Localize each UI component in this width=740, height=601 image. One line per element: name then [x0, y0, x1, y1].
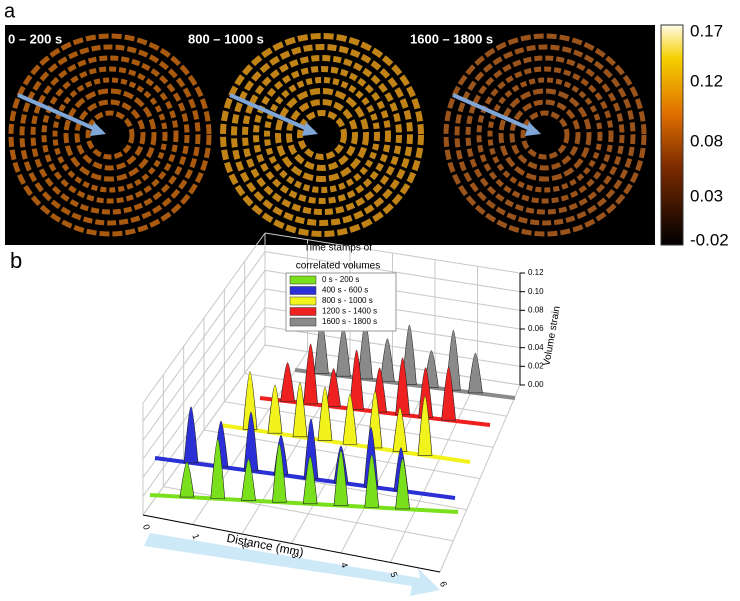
- x-tick-label: 6: [438, 580, 449, 588]
- probe-arrow: [17, 93, 103, 134]
- legend-swatch: [289, 307, 317, 316]
- x-tick-label: 1: [190, 533, 201, 541]
- strain-ring: [443, 33, 647, 237]
- floor-grid: [224, 401, 494, 448]
- strain-ring: [63, 88, 157, 182]
- colorbar-tick-label: 0.08: [690, 131, 723, 150]
- z-tick-label: 0.10: [528, 287, 544, 296]
- strain-ring: [487, 77, 603, 193]
- legend-swatch: [289, 317, 317, 327]
- colorbar-tick-label: 0.17: [690, 21, 723, 40]
- strain-ring: [8, 33, 212, 237]
- time-label: 0 – 200 s: [8, 31, 62, 46]
- x-axis: [142, 514, 441, 573]
- z-axis-label: Volume strain: [541, 305, 562, 367]
- strain-ring: [297, 110, 347, 160]
- colorbar-tick-label: 0.03: [690, 186, 723, 205]
- strain-ring: [85, 110, 135, 160]
- x-tick-label: 5: [388, 571, 399, 579]
- left-wall-grid: [142, 307, 266, 478]
- strain-ring: [509, 99, 581, 171]
- strain-ring: [231, 44, 413, 226]
- strain-ring: [264, 77, 380, 193]
- x-tick-label: 4: [339, 561, 350, 569]
- profile-peaks: [280, 343, 456, 421]
- strain-ring: [476, 66, 614, 204]
- strain-ring: [275, 88, 369, 182]
- probe-arrow: [229, 93, 315, 134]
- legend-entry: 800 s - 1000 s: [322, 296, 373, 305]
- legend-entry: 400 s - 600 s: [322, 286, 368, 295]
- strain-ring: [498, 88, 592, 182]
- left-wall-grid: [142, 288, 266, 460]
- ring-core: [92, 117, 128, 153]
- strain-ring: [74, 99, 146, 171]
- z-tick-label: 0.08: [528, 305, 544, 314]
- legend-swatch: [289, 286, 317, 295]
- strain-ring: [520, 110, 570, 160]
- back-wall-grid: [264, 251, 521, 293]
- z-tick-label: 0.12: [528, 268, 544, 277]
- legend-entry: 0 s - 200 s: [322, 275, 359, 284]
- time-label: 800 – 1000 s: [188, 31, 264, 46]
- probe-arrowhead: [90, 122, 106, 136]
- ring-core: [304, 117, 340, 153]
- legend-swatch: [289, 296, 317, 306]
- x-tick-label: 0: [141, 523, 152, 531]
- time-label: 1600 – 1800 s: [410, 31, 493, 46]
- profile-peaks: [242, 371, 433, 456]
- strain-ring: [41, 66, 179, 204]
- strain-ring: [253, 66, 391, 204]
- strain-ring: [286, 99, 358, 171]
- left-wall-grid: [142, 251, 266, 422]
- z-tick-label: 0.06: [528, 324, 544, 333]
- left-wall-grid: [142, 270, 266, 441]
- strain-ring: [465, 55, 625, 215]
- left-wall-grid: [142, 326, 266, 497]
- colorbar: [660, 24, 684, 246]
- ring-core: [527, 117, 563, 153]
- back-wall-grid: [264, 232, 521, 274]
- strain-ring: [52, 77, 168, 193]
- z-tick-label: 0.02: [528, 361, 544, 370]
- strain-ring: [30, 55, 190, 215]
- legend-title: Time stamps of: [304, 243, 372, 254]
- x-tick-label: 3: [289, 552, 300, 560]
- probe-arrow: [452, 93, 538, 134]
- legend-entry: 1200 s - 1400 s: [322, 307, 377, 316]
- strain-ring: [19, 44, 201, 226]
- colorbar-tick-label: 0.12: [690, 71, 723, 90]
- strain-ring: [454, 44, 636, 226]
- left-wall-grid: [142, 344, 266, 516]
- direction-arrow: [144, 533, 440, 596]
- panel-label: a: [4, 0, 16, 22]
- z-tick-label: 0.00: [528, 380, 544, 389]
- left-wall-grid: [142, 232, 266, 404]
- legend-swatch: [289, 275, 317, 285]
- z-tick-label: 0.04: [528, 343, 544, 352]
- panel-label: b: [10, 248, 22, 273]
- probe-arrowhead: [525, 122, 541, 136]
- strain-ring: [242, 55, 402, 215]
- probe-arrowhead: [302, 122, 318, 136]
- legend-entry: 1600 s - 1800 s: [322, 317, 377, 326]
- colorbar-tick-label: -0.02: [690, 230, 729, 249]
- profile-peaks: [179, 438, 410, 510]
- x-tick-label: 2: [240, 542, 251, 550]
- strain-ring: [220, 33, 424, 237]
- profile-peaks: [183, 406, 409, 492]
- legend-title: correlated volumes: [296, 261, 380, 272]
